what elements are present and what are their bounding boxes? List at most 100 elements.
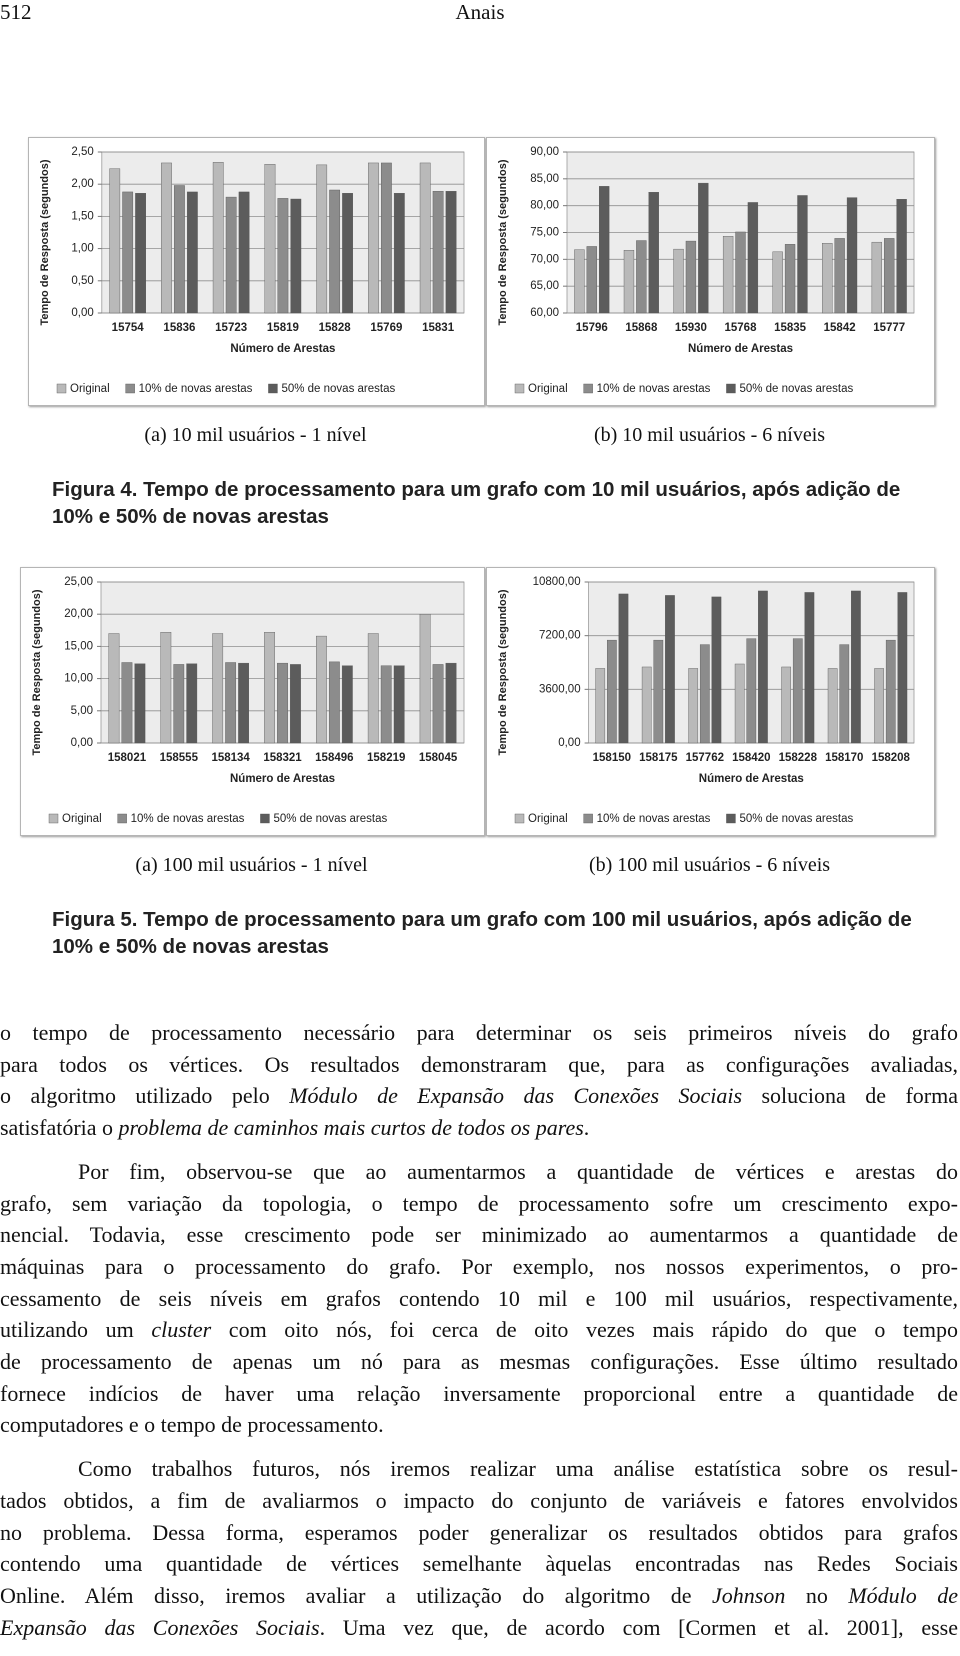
bar bbox=[341, 665, 353, 744]
x-tick-label: 158555 bbox=[160, 752, 199, 764]
bar bbox=[648, 192, 659, 314]
x-tick-label: 158170 bbox=[825, 752, 863, 764]
bar bbox=[851, 590, 861, 744]
bar bbox=[161, 162, 172, 314]
subfigure-caption: (b) 10 mil usuários - 6 níveis bbox=[593, 424, 826, 446]
bar bbox=[134, 663, 146, 744]
chart-box: 60,00 65,00 70,00 75,00 80,00 85,00 90,00 15796… bbox=[486, 137, 935, 406]
bar bbox=[734, 663, 745, 744]
x-tick-label: 157762 bbox=[686, 752, 724, 764]
x-tick-label: 158175 bbox=[639, 752, 678, 764]
text-line: Online. Além disso, iremos avaliar a uti… bbox=[0, 1580, 958, 1612]
x-tick-label: 158134 bbox=[211, 752, 250, 764]
y-tick-label: 10,00 bbox=[64, 673, 93, 685]
bar bbox=[673, 248, 684, 314]
legend-swatch bbox=[514, 383, 525, 394]
bar bbox=[135, 193, 146, 314]
y-tick-label: 1,00 bbox=[71, 243, 93, 255]
y-tick-label: 65,00 bbox=[530, 280, 559, 292]
legend-label: Original bbox=[62, 813, 102, 825]
x-tick-label: 158219 bbox=[367, 752, 405, 764]
text: o tempo de processamento necessário para… bbox=[0, 1020, 958, 1045]
x-tick-label: 15842 bbox=[824, 322, 856, 334]
y-tick-label: 70,00 bbox=[530, 253, 559, 265]
bar bbox=[586, 246, 597, 314]
y-tick-label: 90,00 bbox=[530, 146, 559, 158]
y-tick-label: 25,00 bbox=[64, 576, 93, 588]
bar bbox=[735, 231, 746, 314]
bar bbox=[277, 198, 289, 314]
legend-label: Original bbox=[528, 813, 568, 825]
bar bbox=[896, 199, 907, 314]
bar bbox=[212, 633, 224, 744]
text-line: o algoritmo utilizado pelo Módulo de Exp… bbox=[0, 1080, 958, 1112]
legend-label: 50% de novas arestas bbox=[739, 813, 853, 825]
bar bbox=[109, 168, 121, 314]
bar bbox=[329, 189, 341, 314]
bar bbox=[238, 662, 249, 744]
subfigure-caption: (a) 10 mil usuários - 1 nível bbox=[144, 424, 367, 446]
bar bbox=[792, 638, 803, 744]
x-tick-label: 158496 bbox=[315, 752, 353, 764]
chart: 60,00 65,00 70,00 75,00 80,00 85,00 90,00 15796… bbox=[497, 146, 915, 395]
x-tick-label: 15819 bbox=[267, 322, 299, 334]
text: máquinas para o processamento do grafo. … bbox=[0, 1253, 958, 1279]
x-tick-label: 15835 bbox=[774, 322, 807, 334]
bar bbox=[432, 664, 444, 744]
legend-label: Original bbox=[70, 383, 110, 395]
bar bbox=[758, 590, 768, 744]
x-tick-label: 158420 bbox=[732, 752, 770, 764]
bar bbox=[885, 639, 896, 744]
text-line: de processamento de apenas um nó para as… bbox=[0, 1346, 958, 1378]
chart: 0,00 5,00 10,00 15,00 20,00 25,00 158021 158555… bbox=[31, 576, 465, 825]
italic-text: Johnson bbox=[712, 1582, 786, 1608]
legend-swatch bbox=[117, 813, 127, 824]
bar bbox=[108, 633, 120, 744]
y-tick-label: 0,00 bbox=[71, 307, 93, 319]
bar bbox=[419, 162, 431, 314]
chart-box: 0,00 0,50 1,00 1,50 2,00 2,50 15754 15836 15723 1… bbox=[28, 137, 485, 406]
bar bbox=[884, 238, 895, 314]
y-tick-label: 0,50 bbox=[71, 275, 93, 287]
text-line: cessamento de seis níveis em grafos cont… bbox=[0, 1283, 958, 1315]
text: computadores e o tempo de processamento. bbox=[0, 1412, 384, 1438]
paragraph: Por fim, observou-se que ao aumentarmos … bbox=[0, 1156, 958, 1441]
bar bbox=[784, 244, 796, 314]
legend-swatch bbox=[726, 813, 736, 824]
text: . Uma vez que, de acordo com [Cormen et … bbox=[319, 1614, 958, 1640]
figure-caption: Figura 5. Tempo de processamento para um… bbox=[52, 908, 912, 958]
y-tick-label: 2,50 bbox=[71, 146, 93, 158]
bar bbox=[839, 644, 850, 744]
y-tick-label: 85,00 bbox=[530, 173, 559, 185]
text-line: no problema. Dessa forma, esperamos pode… bbox=[0, 1517, 958, 1549]
x-tick-label: 158208 bbox=[872, 752, 911, 764]
legend-swatch bbox=[268, 383, 278, 394]
bar bbox=[160, 632, 172, 744]
y-tick-label: 10800,00 bbox=[533, 576, 581, 588]
y-tick-label: 5,00 bbox=[71, 705, 93, 717]
legend-swatch bbox=[583, 813, 593, 824]
legend-label: 50% de novas arestas bbox=[273, 813, 387, 825]
bar bbox=[874, 668, 884, 744]
y-tick-label: 3600,00 bbox=[539, 683, 581, 695]
legend-label: 50% de novas arestas bbox=[739, 383, 853, 395]
bar bbox=[186, 191, 198, 314]
text-line: grafo, sem variação da topologia, o temp… bbox=[0, 1188, 958, 1220]
y-axis-label: Tempo de Resposta (segundos) bbox=[497, 159, 509, 325]
bar bbox=[665, 595, 675, 744]
bar bbox=[212, 162, 224, 314]
text: no problema. Dessa forma, esperamos pode… bbox=[0, 1519, 958, 1545]
bar bbox=[772, 251, 783, 314]
bar bbox=[368, 162, 379, 314]
legend-label: Original bbox=[528, 383, 568, 395]
text: Online. Além disso, iremos avaliar a uti… bbox=[0, 1582, 712, 1608]
text-line: o tempo de processamento necessário para… bbox=[0, 1017, 958, 1049]
italic-text: Módulo de Expansão das Conexões Sociais bbox=[289, 1083, 743, 1109]
italic-text: Módulo de bbox=[848, 1582, 958, 1608]
text-line: utilizando um cluster com oito nós, foi … bbox=[0, 1314, 958, 1346]
subfigure-caption: (b) 100 mil usuários - 6 níveis bbox=[588, 854, 831, 876]
x-axis-label: Número de Arestas bbox=[230, 773, 335, 785]
x-tick-label: 15754 bbox=[112, 322, 145, 334]
bar bbox=[342, 193, 353, 314]
text-line: máquinas para o processamento do grafo. … bbox=[0, 1251, 958, 1283]
